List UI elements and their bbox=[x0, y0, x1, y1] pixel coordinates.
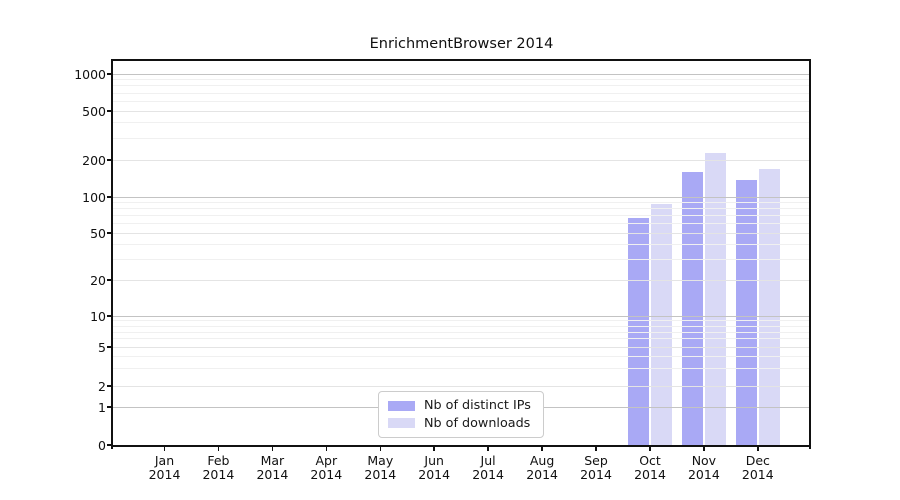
x-tick-jan bbox=[163, 447, 166, 451]
x-tick-oct bbox=[649, 447, 651, 451]
gridline-20 bbox=[113, 279, 809, 281]
x-tick-label-aug: Aug 2014 bbox=[526, 453, 558, 482]
bar-downloads-nov bbox=[704, 152, 726, 445]
gridline-60 bbox=[113, 223, 809, 224]
legend-item-downloads: Nb of downloads bbox=[388, 415, 534, 432]
x-tick-label-jan: Jan 2014 bbox=[148, 453, 181, 482]
legend-swatch-distinct-ips bbox=[388, 400, 415, 411]
x-tick-label-jul: Jul 2014 bbox=[472, 453, 504, 482]
x-tick-mar bbox=[271, 447, 274, 451]
x-tick-label-oct: Oct 2014 bbox=[634, 453, 666, 482]
x-tick-may bbox=[379, 447, 381, 451]
gridline-1000 bbox=[113, 73, 809, 75]
x-tick-label-dec: Dec 2014 bbox=[741, 453, 774, 482]
gridline-7 bbox=[113, 331, 809, 333]
x-tick-label-apr: Apr 2014 bbox=[310, 453, 343, 482]
y-tick-1000 bbox=[107, 73, 111, 75]
bar-distinct-ips-dec bbox=[735, 180, 757, 445]
plot-area bbox=[113, 61, 809, 445]
x-tick-jul bbox=[487, 447, 489, 451]
gridline-50 bbox=[113, 232, 809, 234]
gridline-300 bbox=[113, 137, 809, 139]
y-tick-label-50: 50 bbox=[90, 225, 106, 241]
top-spine bbox=[111, 59, 811, 61]
y-tick-50 bbox=[107, 232, 111, 234]
y-tick-label-1: 1 bbox=[98, 399, 106, 415]
gridline-700 bbox=[113, 92, 809, 94]
gridline-90 bbox=[113, 202, 809, 203]
gridline-900 bbox=[113, 79, 809, 81]
y-tick-label-1000: 1000 bbox=[74, 66, 106, 82]
gridline-600 bbox=[113, 100, 809, 102]
x-tick-label-jun: Jun 2014 bbox=[418, 453, 451, 482]
y-tick-10 bbox=[107, 315, 111, 317]
y-tick-200 bbox=[107, 159, 111, 161]
bar-distinct-ips-nov bbox=[681, 171, 703, 445]
x-tick-nov bbox=[703, 447, 705, 451]
gridline-800 bbox=[113, 85, 809, 87]
right-spine bbox=[808, 59, 811, 449]
y-tick-label-10: 10 bbox=[90, 308, 106, 324]
y-tick-label-2: 2 bbox=[98, 378, 106, 394]
gridline-8 bbox=[113, 325, 809, 327]
y-tick-20 bbox=[107, 279, 111, 281]
y-tick-2 bbox=[107, 385, 111, 387]
x-tick-label-mar: Mar 2014 bbox=[256, 453, 289, 482]
legend-item-distinct-ips: Nb of distinct IPs bbox=[388, 397, 534, 414]
gridline-200 bbox=[113, 159, 809, 161]
gridline-2 bbox=[113, 385, 809, 387]
x-tick-label-feb: Feb 2014 bbox=[202, 453, 235, 482]
y-axis-spine bbox=[111, 59, 113, 449]
gridline-9 bbox=[113, 320, 809, 322]
gridline-100 bbox=[113, 196, 809, 198]
y-tick-label-0: 0 bbox=[98, 437, 106, 453]
chart-title: EnrichmentBrowser 2014 bbox=[369, 36, 554, 52]
x-tick-sep bbox=[595, 447, 597, 451]
gridline-70 bbox=[113, 215, 809, 216]
y-tick-100 bbox=[107, 196, 111, 198]
x-tick-label-nov: Nov 2014 bbox=[687, 453, 720, 482]
gridline-80 bbox=[113, 208, 809, 210]
bar-downloads-oct bbox=[651, 204, 672, 445]
legend: Nb of distinct IPs Nb of downloads bbox=[378, 391, 544, 438]
x-tick-dec bbox=[757, 447, 759, 451]
y-tick-1 bbox=[107, 406, 111, 408]
x-tick-label-sep: Sep 2014 bbox=[580, 453, 612, 482]
x-axis-spine bbox=[111, 445, 811, 447]
y-tick-500 bbox=[107, 110, 111, 112]
y-tick-label-5: 5 bbox=[98, 339, 106, 355]
x-tick-apr bbox=[325, 447, 328, 451]
gridline-6 bbox=[113, 338, 809, 340]
x-tick-jun bbox=[433, 447, 435, 451]
gridline-30 bbox=[113, 258, 809, 260]
gridline-500 bbox=[113, 110, 809, 112]
gridline-3 bbox=[113, 368, 809, 370]
legend-label-distinct-ips: Nb of distinct IPs bbox=[424, 398, 531, 414]
gridline-10 bbox=[113, 315, 809, 317]
gridline-5 bbox=[113, 346, 809, 348]
gridline-400 bbox=[113, 122, 809, 124]
bar-downloads-dec bbox=[758, 169, 780, 445]
y-tick-label-500: 500 bbox=[82, 103, 106, 119]
gridline-4 bbox=[113, 356, 809, 357]
y-tick-5 bbox=[107, 346, 111, 348]
y-tick-0 bbox=[107, 444, 111, 446]
legend-swatch-downloads bbox=[388, 418, 415, 429]
legend-label-downloads: Nb of downloads bbox=[424, 415, 531, 431]
x-tick-feb bbox=[217, 447, 220, 451]
bar-distinct-ips-oct bbox=[628, 217, 649, 445]
y-tick-label-100: 100 bbox=[82, 189, 106, 205]
y-tick-label-200: 200 bbox=[82, 152, 106, 168]
gridline-40 bbox=[113, 243, 809, 245]
y-tick-label-20: 20 bbox=[90, 272, 106, 288]
x-tick-aug bbox=[541, 447, 543, 451]
x-tick-label-may: May 2014 bbox=[364, 453, 397, 482]
